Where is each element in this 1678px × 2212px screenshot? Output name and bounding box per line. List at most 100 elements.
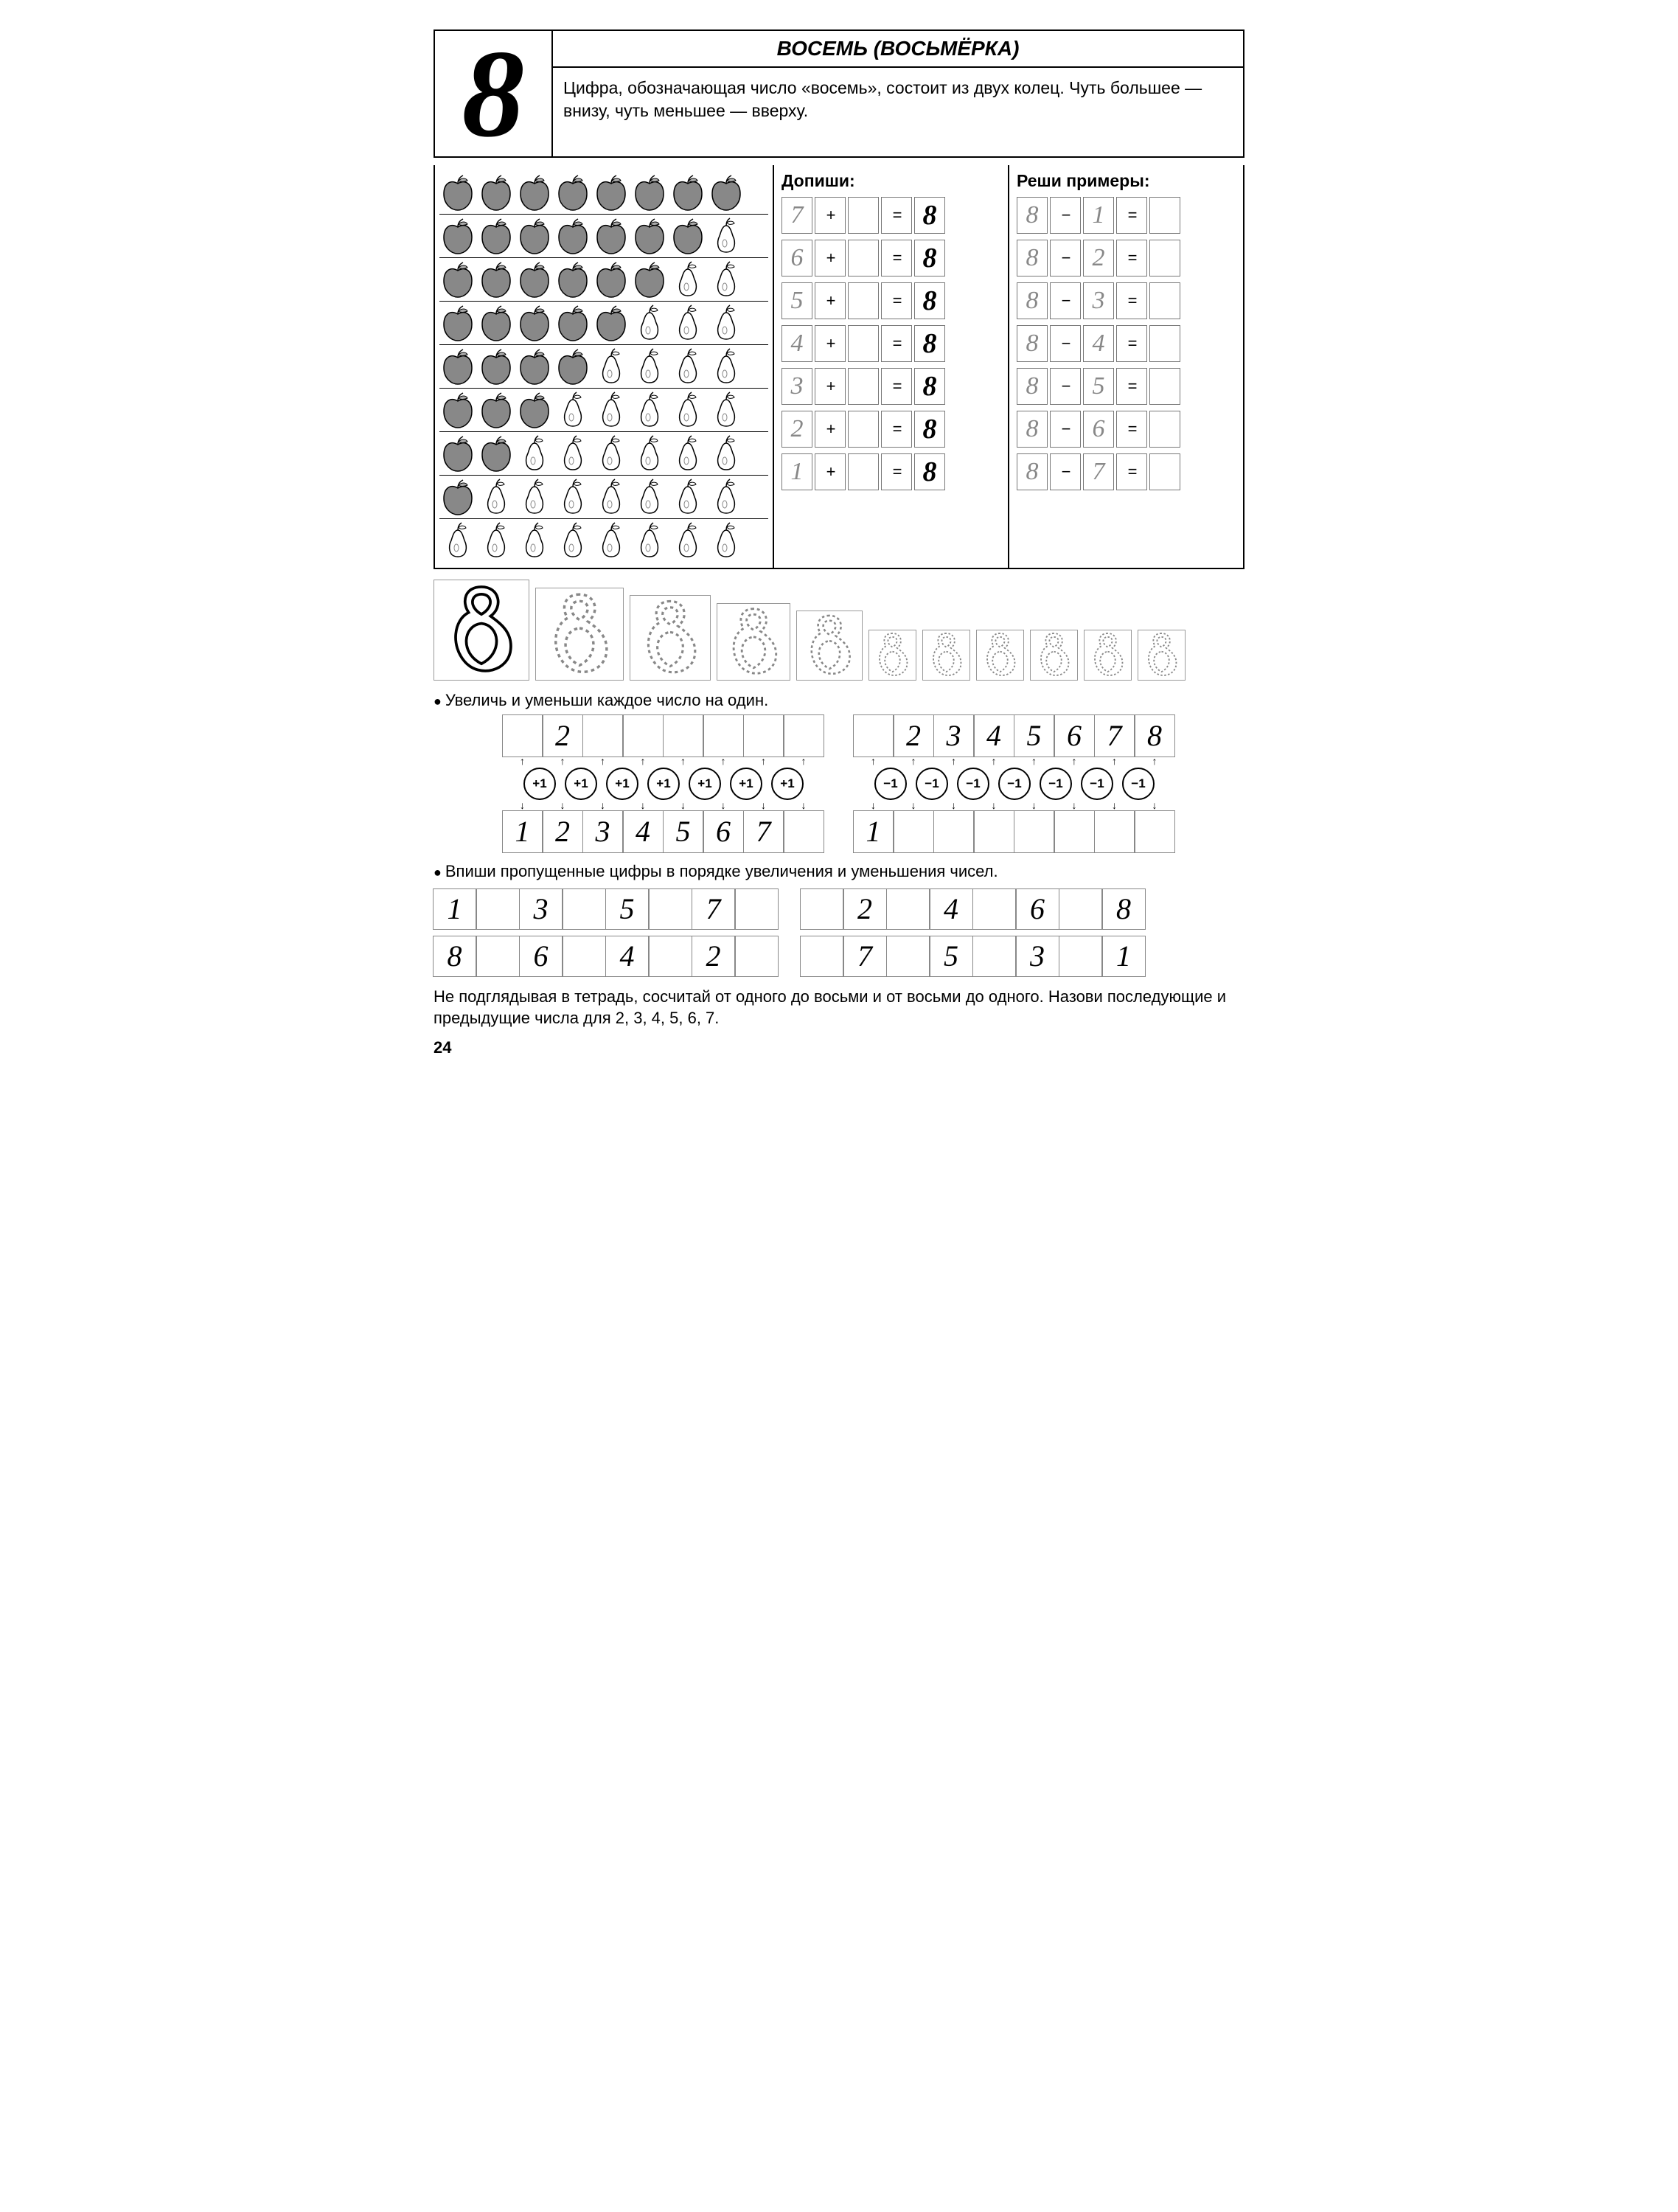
operand-a[interactable]: 8	[1017, 411, 1048, 448]
number-cell[interactable]	[783, 714, 824, 757]
number-cell[interactable]	[933, 810, 975, 853]
fill-cell[interactable]	[734, 888, 779, 930]
fill-cell[interactable]	[972, 888, 1017, 930]
result[interactable]: 8	[914, 197, 945, 234]
operand-a[interactable]: 6	[781, 240, 812, 276]
result[interactable]	[1149, 282, 1180, 319]
operand-b[interactable]	[848, 453, 879, 490]
fill-cell[interactable]	[648, 936, 692, 977]
operand-a[interactable]: 8	[1017, 240, 1048, 276]
equals[interactable]: =	[1116, 197, 1147, 234]
fill-cell[interactable]: 8	[433, 936, 477, 977]
number-cell[interactable]: 8	[1134, 714, 1175, 757]
fill-cell[interactable]: 6	[519, 936, 563, 977]
equals[interactable]: =	[881, 325, 912, 362]
number-cell[interactable]: 3	[933, 714, 975, 757]
number-cell[interactable]: 2	[542, 714, 583, 757]
result[interactable]	[1149, 325, 1180, 362]
operand-a[interactable]: 3	[781, 368, 812, 405]
number-cell[interactable]: 4	[622, 810, 664, 853]
equals[interactable]: =	[881, 368, 912, 405]
fill-cell[interactable]	[886, 888, 930, 930]
fill-cell[interactable]	[648, 888, 692, 930]
result[interactable]: 8	[914, 325, 945, 362]
operand-b[interactable]	[848, 282, 879, 319]
operand-b[interactable]: 1	[1083, 197, 1114, 234]
fill-cell[interactable]	[972, 936, 1017, 977]
operator[interactable]: +	[815, 240, 846, 276]
equals[interactable]: =	[881, 453, 912, 490]
fill-cell[interactable]	[886, 936, 930, 977]
fill-cell[interactable]	[1059, 936, 1103, 977]
fill-cell[interactable]: 7	[692, 888, 736, 930]
number-cell[interactable]: 6	[703, 810, 744, 853]
operand-a[interactable]: 7	[781, 197, 812, 234]
number-cell[interactable]: 2	[542, 810, 583, 853]
number-cell[interactable]: 4	[973, 714, 1014, 757]
operand-a[interactable]: 1	[781, 453, 812, 490]
result[interactable]: 8	[914, 453, 945, 490]
number-cell[interactable]	[853, 714, 894, 757]
operand-a[interactable]: 5	[781, 282, 812, 319]
operator[interactable]: +	[815, 197, 846, 234]
fill-cell[interactable]	[476, 888, 520, 930]
fill-cell[interactable]	[562, 888, 606, 930]
number-cell[interactable]: 2	[893, 714, 934, 757]
operand-b[interactable]: 6	[1083, 411, 1114, 448]
equals[interactable]: =	[1116, 282, 1147, 319]
operand-b[interactable]	[848, 325, 879, 362]
operand-b[interactable]	[848, 411, 879, 448]
fill-cell[interactable]: 5	[605, 888, 650, 930]
trace-digit-box[interactable]	[796, 611, 863, 681]
number-cell[interactable]	[1094, 810, 1135, 853]
fill-cell[interactable]	[1059, 888, 1103, 930]
fill-cell[interactable]: 6	[1015, 888, 1059, 930]
trace-digit-box[interactable]	[922, 630, 970, 680]
fill-cell[interactable]: 8	[1101, 888, 1146, 930]
operand-b[interactable]: 4	[1083, 325, 1114, 362]
trace-digit-box[interactable]	[630, 595, 711, 681]
operator[interactable]: −	[1050, 240, 1081, 276]
operator[interactable]: −	[1050, 325, 1081, 362]
equals[interactable]: =	[881, 197, 912, 234]
trace-digit-box[interactable]	[535, 588, 624, 681]
fill-cell[interactable]: 2	[843, 888, 887, 930]
operand-b[interactable]: 3	[1083, 282, 1114, 319]
number-cell[interactable]	[502, 714, 543, 757]
trace-digit-box[interactable]	[868, 630, 916, 680]
equals[interactable]: =	[881, 282, 912, 319]
fill-cell[interactable]	[734, 936, 779, 977]
number-cell[interactable]: 7	[1094, 714, 1135, 757]
number-cell[interactable]	[783, 810, 824, 853]
fill-cell[interactable]: 1	[1101, 936, 1146, 977]
fill-cell[interactable]	[476, 936, 520, 977]
equals[interactable]: =	[1116, 411, 1147, 448]
equals[interactable]: =	[1116, 325, 1147, 362]
equals[interactable]: =	[1116, 368, 1147, 405]
result[interactable]	[1149, 453, 1180, 490]
number-cell[interactable]: 5	[1014, 714, 1055, 757]
operator[interactable]: +	[815, 325, 846, 362]
number-cell[interactable]: 1	[502, 810, 543, 853]
operand-a[interactable]: 4	[781, 325, 812, 362]
trace-digit-box[interactable]	[434, 580, 529, 681]
fill-cell[interactable]: 4	[605, 936, 650, 977]
equals[interactable]: =	[881, 240, 912, 276]
operand-a[interactable]: 8	[1017, 453, 1048, 490]
equals[interactable]: =	[1116, 240, 1147, 276]
trace-digit-box[interactable]	[1084, 630, 1132, 680]
number-cell[interactable]	[893, 810, 934, 853]
operand-a[interactable]: 2	[781, 411, 812, 448]
operator[interactable]: −	[1050, 453, 1081, 490]
operator[interactable]: −	[1050, 282, 1081, 319]
trace-digit-box[interactable]	[1138, 630, 1186, 680]
result[interactable]	[1149, 368, 1180, 405]
number-cell[interactable]: 1	[853, 810, 894, 853]
fill-cell[interactable]: 7	[843, 936, 887, 977]
operand-a[interactable]: 8	[1017, 282, 1048, 319]
trace-digit-box[interactable]	[976, 630, 1024, 680]
operand-b[interactable]	[848, 197, 879, 234]
fill-cell[interactable]	[800, 936, 844, 977]
result[interactable]	[1149, 411, 1180, 448]
fill-cell[interactable]: 3	[519, 888, 563, 930]
